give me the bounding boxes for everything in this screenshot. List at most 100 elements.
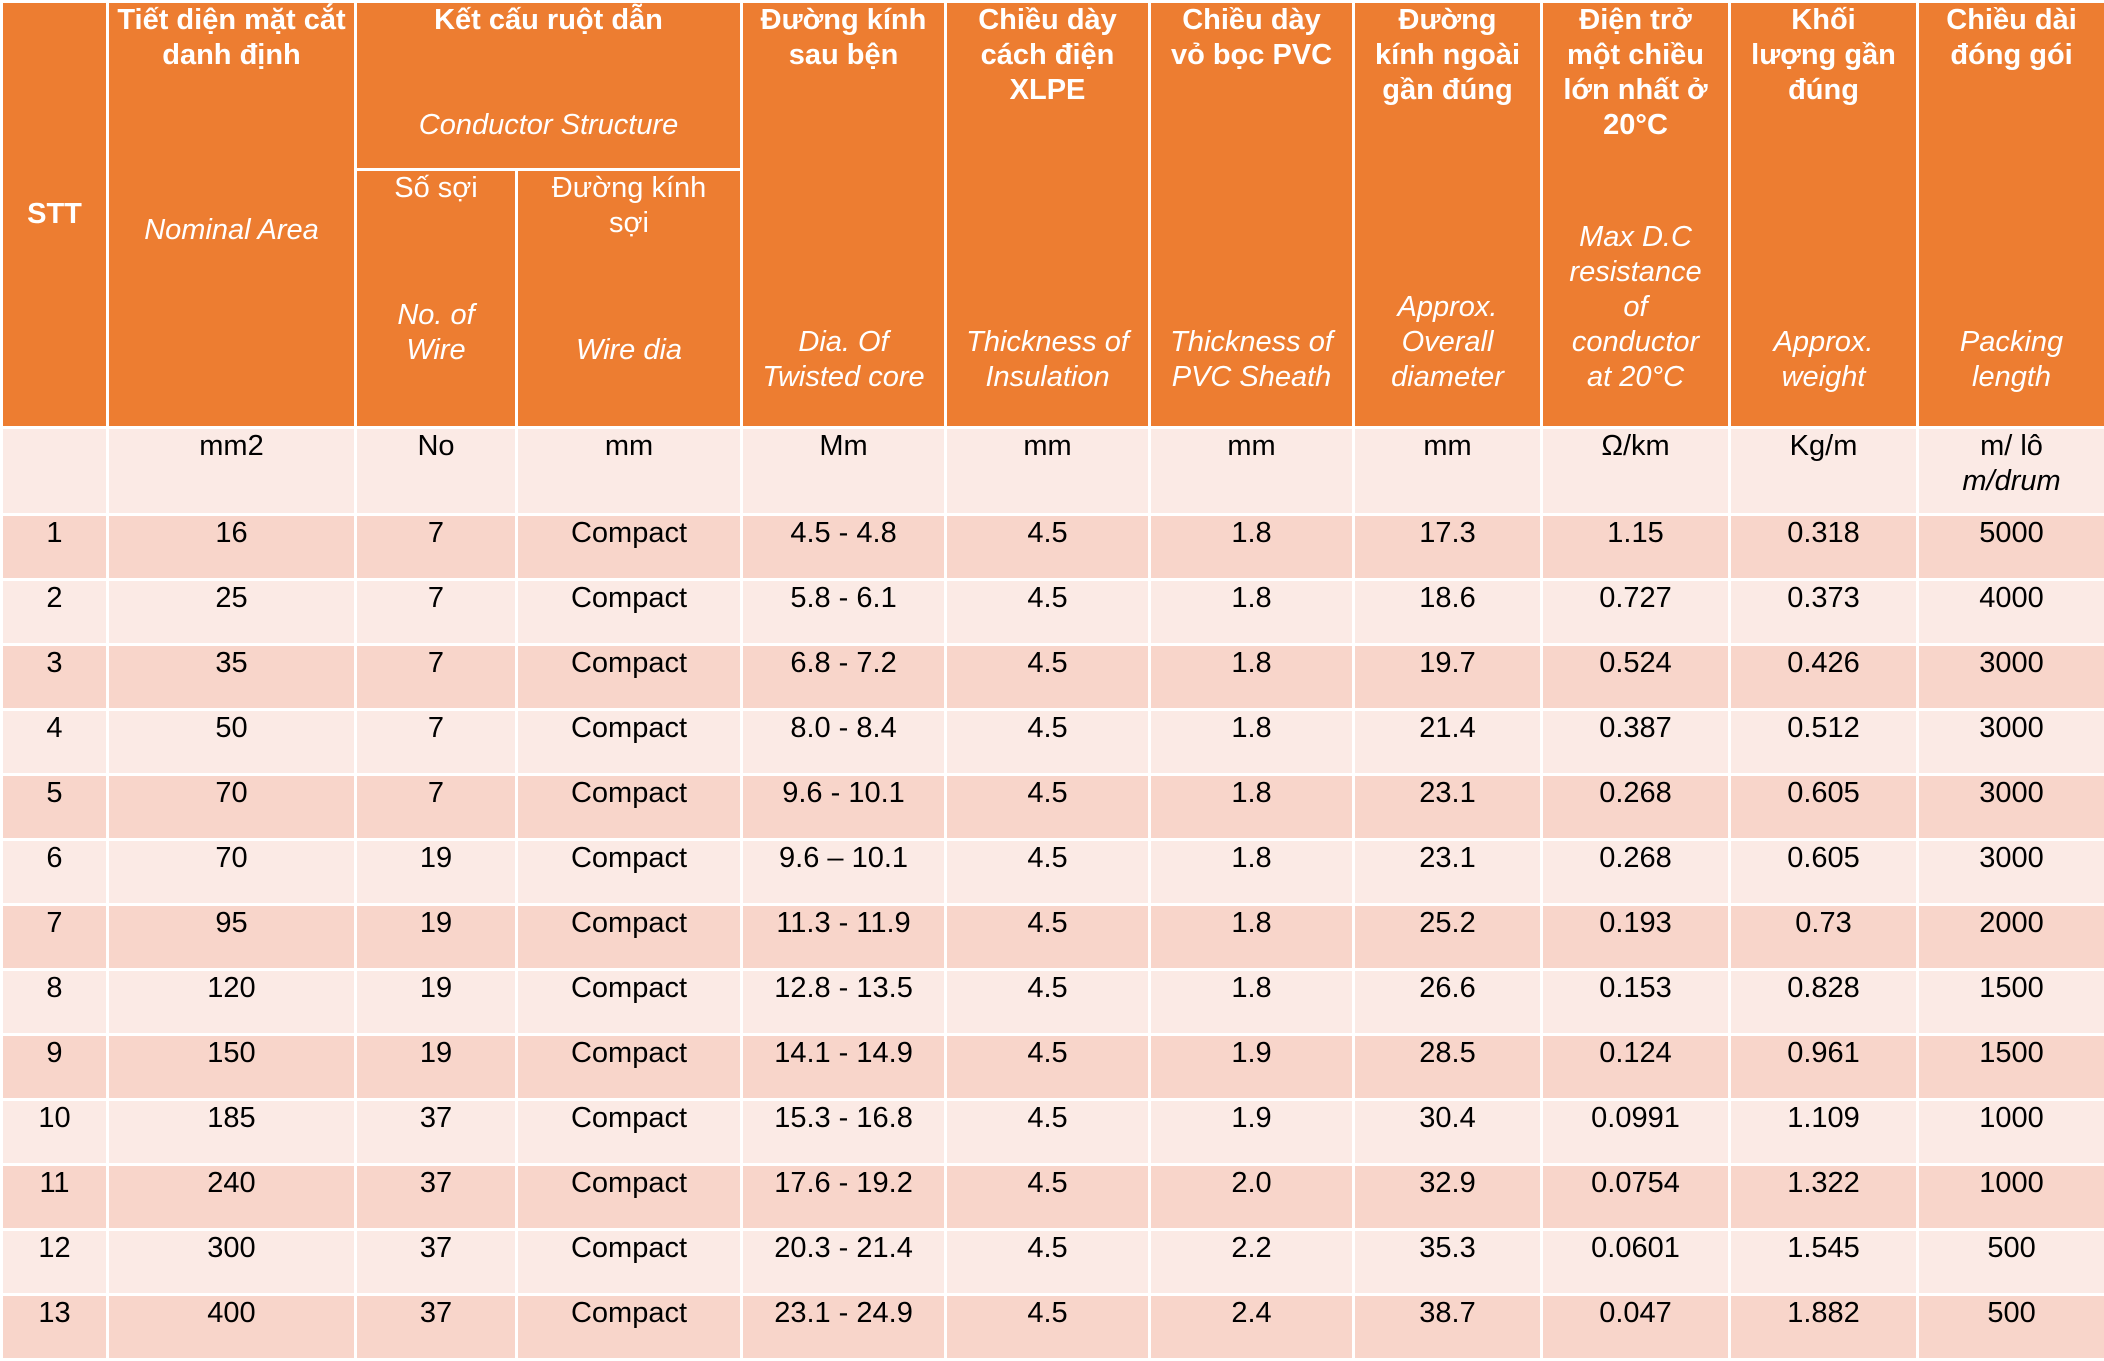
header-conductor-structure: Kết cấu ruột dẫn Conductor Structure	[356, 2, 742, 170]
cell-no-of-wire: 7	[356, 515, 517, 580]
cell-insulation: 4.5	[946, 1165, 1150, 1230]
cell-no-of-wire: 7	[356, 580, 517, 645]
cell-stt: 11	[2, 1165, 108, 1230]
cell-stt: 7	[2, 905, 108, 970]
cell-packing: 1000	[1918, 1165, 2104, 1230]
cell-wire-dia: Compact	[517, 905, 742, 970]
cell-nominal-area: 70	[108, 775, 356, 840]
cell-resistance: 0.0991	[1542, 1100, 1730, 1165]
cell-twisted-core: 9.6 - 10.1	[742, 775, 946, 840]
cell-packing: 1500	[1918, 970, 2104, 1035]
cell-packing: 4000	[1918, 580, 2104, 645]
cell-weight: 1.882	[1730, 1295, 1918, 1360]
header-resistance: Điện trở một chiều lớn nhất ở 20°C Max D…	[1542, 2, 1730, 428]
cell-packing: 3000	[1918, 710, 2104, 775]
cell-no-of-wire: 7	[356, 775, 517, 840]
cell-packing: 3000	[1918, 840, 2104, 905]
cell-no-of-wire: 37	[356, 1100, 517, 1165]
cell-no-of-wire: 19	[356, 1035, 517, 1100]
cell-weight: 0.605	[1730, 840, 1918, 905]
unit-packing: m/ lô m/drum	[1918, 428, 2104, 515]
cell-sheath: 2.2	[1150, 1230, 1354, 1295]
cell-twisted-core: 6.8 - 7.2	[742, 645, 946, 710]
cell-overall-diameter: 18.6	[1354, 580, 1542, 645]
header-packing: Chiều dài đóng gói Packing length	[1918, 2, 2104, 428]
cell-overall-diameter: 28.5	[1354, 1035, 1542, 1100]
cell-wire-dia: Compact	[517, 775, 742, 840]
cell-packing: 2000	[1918, 905, 2104, 970]
cell-insulation: 4.5	[946, 1295, 1150, 1360]
cell-weight: 0.426	[1730, 645, 1918, 710]
cell-resistance: 0.727	[1542, 580, 1730, 645]
cell-overall-diameter: 17.3	[1354, 515, 1542, 580]
cell-twisted-core: 23.1 - 24.9	[742, 1295, 946, 1360]
cell-nominal-area: 50	[108, 710, 356, 775]
header-sheath: Chiều dày vỏ bọc PVC Thickness of PVC Sh…	[1150, 2, 1354, 428]
header-stt: STT	[2, 2, 108, 428]
cell-packing: 500	[1918, 1230, 2104, 1295]
cell-nominal-area: 150	[108, 1035, 356, 1100]
cell-packing: 5000	[1918, 515, 2104, 580]
cell-no-of-wire: 19	[356, 840, 517, 905]
cell-twisted-core: 15.3 - 16.8	[742, 1100, 946, 1165]
cell-weight: 1.545	[1730, 1230, 1918, 1295]
cell-overall-diameter: 21.4	[1354, 710, 1542, 775]
header-twisted-core: Đường kính sau bện Dia. Of Twisted core	[742, 2, 946, 428]
cell-insulation: 4.5	[946, 905, 1150, 970]
cell-weight: 1.109	[1730, 1100, 1918, 1165]
cell-nominal-area: 35	[108, 645, 356, 710]
cell-twisted-core: 17.6 - 19.2	[742, 1165, 946, 1230]
cell-weight: 0.961	[1730, 1035, 1918, 1100]
cell-overall-diameter: 32.9	[1354, 1165, 1542, 1230]
unit-sheath: mm	[1150, 428, 1354, 515]
cell-resistance: 0.0601	[1542, 1230, 1730, 1295]
cell-resistance: 0.387	[1542, 710, 1730, 775]
cell-resistance: 0.124	[1542, 1035, 1730, 1100]
cell-resistance: 0.193	[1542, 905, 1730, 970]
cell-wire-dia: Compact	[517, 580, 742, 645]
cell-insulation: 4.5	[946, 645, 1150, 710]
cell-sheath: 1.8	[1150, 710, 1354, 775]
cell-packing: 3000	[1918, 645, 2104, 710]
cell-wire-dia: Compact	[517, 1165, 742, 1230]
cell-overall-diameter: 38.7	[1354, 1295, 1542, 1360]
cell-no-of-wire: 19	[356, 970, 517, 1035]
units-row: mm2 No mm Mm mm mm mm Ω/km Kg/m m/ lô m/…	[2, 428, 2104, 515]
header-overall-diameter: Đường kính ngoài gần đúng Approx. Overal…	[1354, 2, 1542, 428]
cell-resistance: 0.153	[1542, 970, 1730, 1035]
cell-weight: 0.512	[1730, 710, 1918, 775]
cell-wire-dia: Compact	[517, 1035, 742, 1100]
cell-resistance: 0.0754	[1542, 1165, 1730, 1230]
unit-packing-vi: m/ lô	[1923, 429, 2100, 464]
cell-insulation: 4.5	[946, 1100, 1150, 1165]
cell-no-of-wire: 7	[356, 645, 517, 710]
cell-no-of-wire: 37	[356, 1165, 517, 1230]
cell-wire-dia: Compact	[517, 710, 742, 775]
cell-sheath: 2.0	[1150, 1165, 1354, 1230]
unit-wire-dia: mm	[517, 428, 742, 515]
cell-twisted-core: 11.3 - 11.9	[742, 905, 946, 970]
unit-weight: Kg/m	[1730, 428, 1918, 515]
unit-insulation: mm	[946, 428, 1150, 515]
cell-sheath: 1.8	[1150, 580, 1354, 645]
header-nominal-area: Tiết diện mặt cắt danh định Nominal Area	[108, 2, 356, 428]
unit-nominal-area: mm2	[108, 428, 356, 515]
unit-overall-diameter: mm	[1354, 428, 1542, 515]
cell-weight: 0.373	[1730, 580, 1918, 645]
cell-insulation: 4.5	[946, 710, 1150, 775]
cell-wire-dia: Compact	[517, 970, 742, 1035]
cell-wire-dia: Compact	[517, 515, 742, 580]
cell-twisted-core: 9.6 – 10.1	[742, 840, 946, 905]
cell-nominal-area: 300	[108, 1230, 356, 1295]
cell-twisted-core: 12.8 - 13.5	[742, 970, 946, 1035]
cell-nominal-area: 400	[108, 1295, 356, 1360]
cell-weight: 0.605	[1730, 775, 1918, 840]
cell-sheath: 1.8	[1150, 905, 1354, 970]
